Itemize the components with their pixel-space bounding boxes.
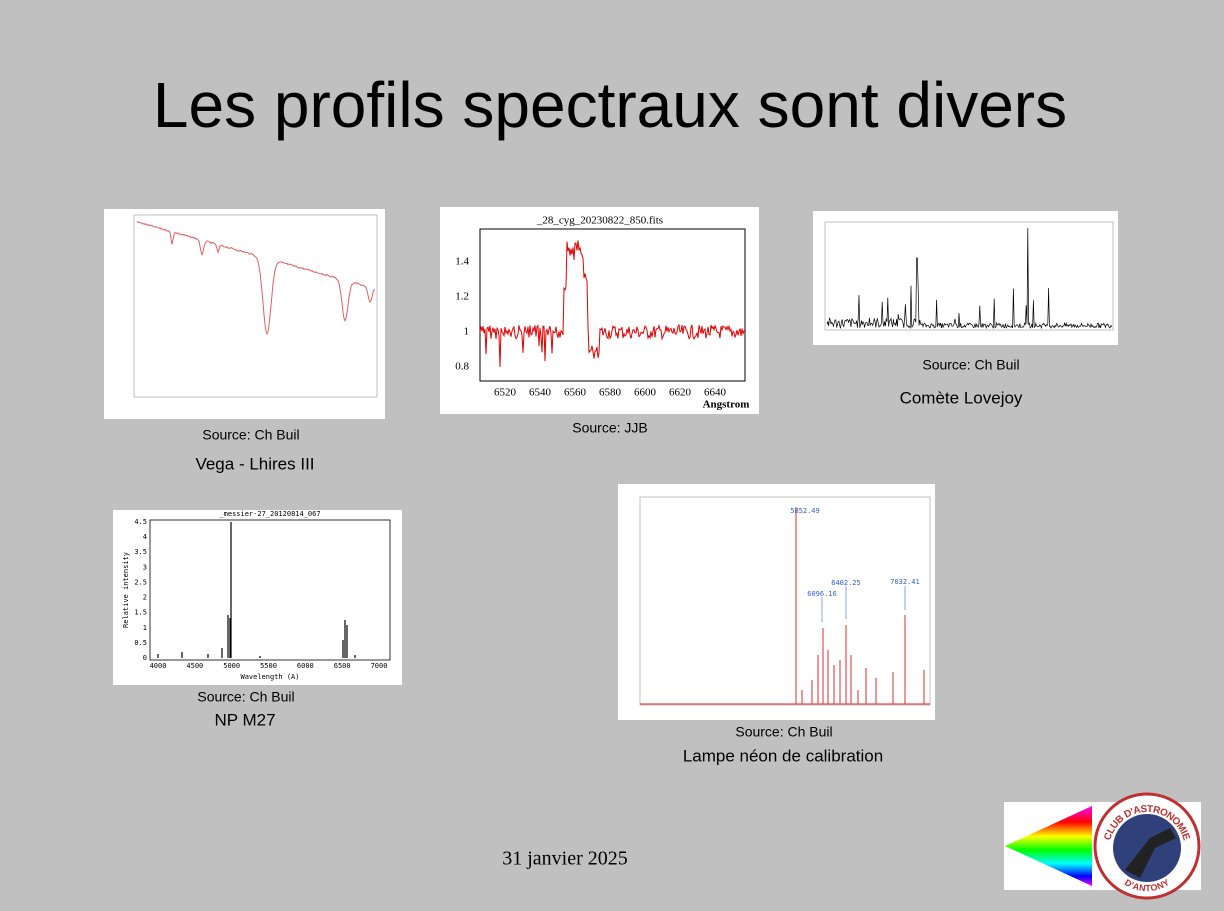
x-axis-label: Angstrom bbox=[703, 399, 750, 411]
figure-m27: _messier-27_20120814_067 Relative intens… bbox=[113, 510, 402, 685]
figure-title: _28_cyg_20230822_850.fits bbox=[536, 215, 663, 227]
y-tick-label: 2.5 bbox=[134, 578, 147, 586]
source: Source: Ch Buil bbox=[202, 427, 299, 443]
date: 31 janvier 2025 bbox=[502, 848, 628, 870]
x-tick-label: 6580 bbox=[599, 387, 622, 399]
caption: NP M27 bbox=[214, 710, 275, 729]
y-tick-label: 1.4 bbox=[455, 256, 469, 268]
y-tick-label: 0 bbox=[143, 654, 147, 662]
x-tick-label: 5500 bbox=[260, 662, 277, 670]
y-tick-label: 0.5 bbox=[134, 639, 147, 647]
peak-label: 7032.41 bbox=[890, 578, 920, 586]
x-tick-label: 5000 bbox=[223, 662, 240, 670]
x-tick-label: 6560 bbox=[564, 387, 587, 399]
peak-label: 6402.25 bbox=[831, 579, 861, 587]
figure-jjb: _28_cyg_20230822_850.fits 1.4 1.2 1 0.8 … bbox=[440, 207, 759, 414]
x-tick-label: 4000 bbox=[150, 662, 167, 670]
y-tick-label: 1 bbox=[143, 624, 147, 632]
source: Source: JJB bbox=[572, 420, 647, 436]
caption: Lampe néon de calibration bbox=[683, 746, 883, 765]
y-tick-label: 4.5 bbox=[134, 518, 147, 526]
y-tick-label: 0.8 bbox=[455, 361, 469, 373]
x-tick-label: 6520 bbox=[494, 387, 517, 399]
y-tick-label: 3.5 bbox=[134, 548, 147, 556]
y-tick-label: 1.5 bbox=[134, 609, 147, 617]
logo-bottom: D'ANTONY bbox=[1123, 878, 1171, 894]
y-tick-label: 1 bbox=[464, 326, 470, 338]
source: Source: Ch Buil bbox=[197, 689, 294, 705]
source: Source: Ch Buil bbox=[735, 724, 832, 740]
figure-neon: 5852.49 6096.16 6402.25 7032.41 bbox=[618, 484, 935, 720]
source: Source: Ch Buil bbox=[922, 357, 1019, 373]
caption: Comète Lovejoy bbox=[900, 388, 1023, 407]
y-axis-label: Relative intensity bbox=[122, 552, 130, 628]
x-axis-label: Wavelength (A) bbox=[240, 673, 299, 681]
figure-comet bbox=[813, 211, 1118, 345]
logo: CLUB D'ASTRONOMIE D'ANTONY bbox=[1004, 792, 1201, 900]
x-tick-label: 6500 bbox=[334, 662, 351, 670]
x-tick-label: 7000 bbox=[371, 662, 388, 670]
figure-vega bbox=[104, 209, 385, 419]
peak-label: 5852.49 bbox=[790, 507, 820, 515]
peak-label: 6096.16 bbox=[807, 590, 837, 598]
x-tick-label: 6640 bbox=[704, 387, 727, 399]
x-tick-label: 6540 bbox=[529, 387, 552, 399]
x-tick-label: 6600 bbox=[634, 387, 657, 399]
y-tick-label: 1.2 bbox=[455, 291, 469, 303]
logo-bottom-text: D'ANTONY bbox=[1123, 878, 1171, 894]
y-tick-label: 4 bbox=[143, 533, 147, 541]
slide-title: Les profils spectraux sont divers bbox=[153, 69, 1067, 141]
x-tick-label: 6000 bbox=[297, 662, 314, 670]
x-tick-label: 6620 bbox=[669, 387, 692, 399]
figure-title: _messier-27_20120814_067 bbox=[219, 510, 320, 518]
y-tick-label: 3 bbox=[143, 563, 147, 571]
y-tick-label: 2 bbox=[143, 594, 147, 602]
x-tick-label: 4500 bbox=[186, 662, 203, 670]
caption: Vega - Lhires III bbox=[195, 454, 314, 473]
